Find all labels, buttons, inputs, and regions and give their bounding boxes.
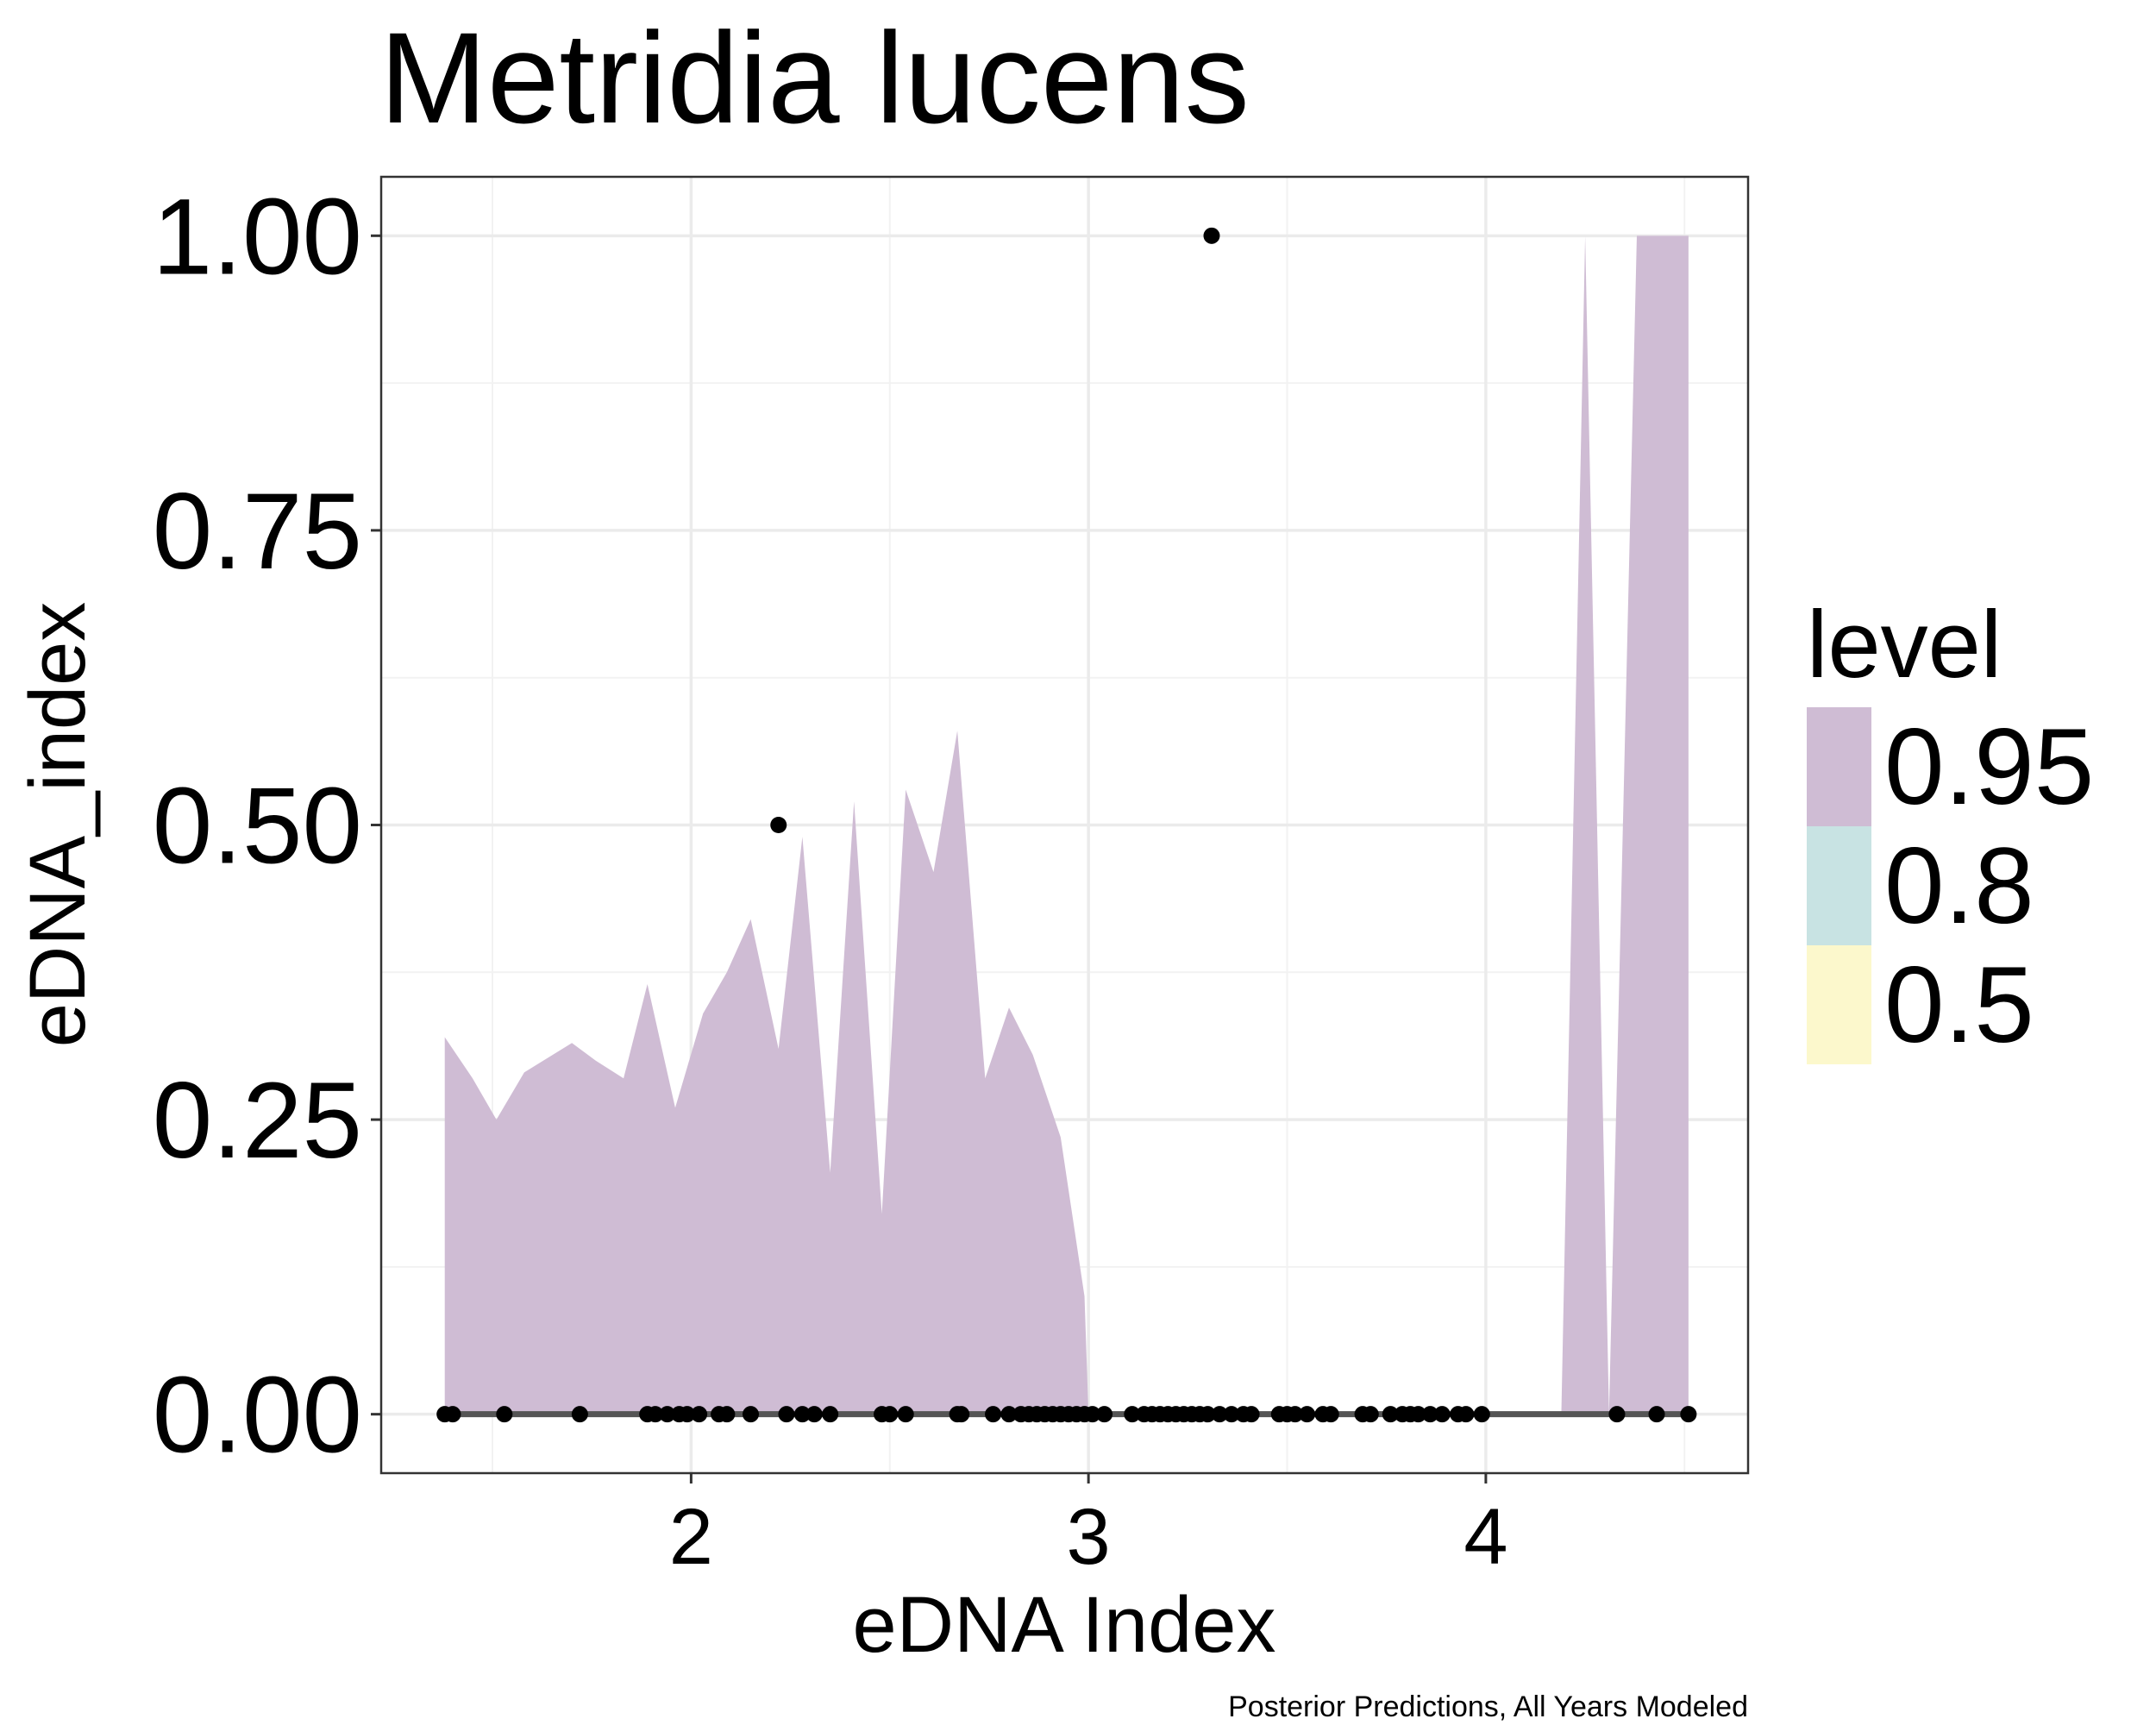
- data-point-5: [647, 1406, 664, 1423]
- data-point-9: [691, 1406, 708, 1423]
- data-point-22: [953, 1406, 970, 1423]
- data-point-11: [718, 1406, 736, 1423]
- x-axis-title: eDNA Index: [853, 1581, 1276, 1669]
- data-point-14: [778, 1406, 795, 1423]
- data-point-59: [1382, 1406, 1399, 1423]
- data-point-46: [1203, 227, 1220, 244]
- data-point-17: [822, 1406, 839, 1423]
- data-point-2: [496, 1406, 513, 1423]
- data-point-15: [793, 1406, 811, 1423]
- data-point-13: [770, 817, 787, 833]
- data-point-20: [897, 1406, 914, 1423]
- data-point-63: [1421, 1406, 1438, 1423]
- y-tick-label-4: 1.00: [153, 177, 362, 297]
- x-tick-label-0: 2: [669, 1493, 713, 1581]
- data-point-24: [1000, 1406, 1018, 1423]
- data-point-67: [1473, 1406, 1490, 1423]
- data-point-53: [1287, 1406, 1304, 1423]
- data-point-36: [1124, 1406, 1141, 1423]
- legend-swatch-1: [1807, 826, 1871, 945]
- chart-title: Metridia lucens: [379, 5, 1250, 150]
- x-tick-label-2: 4: [1463, 1493, 1507, 1581]
- y-tick-label-2: 0.50: [153, 767, 362, 887]
- legend-label-1: 0.8: [1884, 826, 2034, 946]
- data-point-1: [444, 1406, 461, 1423]
- legend-title: level: [1807, 592, 2002, 698]
- y-axis: 0.00 0.25 0.50 0.75 1.00: [153, 177, 381, 1476]
- data-point-50: [1243, 1406, 1260, 1423]
- y-tick-label-1: 0.25: [153, 1061, 362, 1181]
- data-point-48: [1223, 1406, 1240, 1423]
- data-point-45: [1199, 1406, 1216, 1423]
- data-point-68: [1608, 1406, 1626, 1423]
- x-axis: 2 3 4: [669, 1473, 1507, 1581]
- data-point-19: [881, 1406, 899, 1423]
- observed-points: [436, 227, 1697, 1423]
- interval-bands: [444, 235, 1689, 1414]
- data-point-35: [1096, 1406, 1113, 1423]
- data-point-66: [1457, 1406, 1475, 1423]
- data-point-47: [1211, 1406, 1228, 1423]
- data-point-70: [1680, 1406, 1697, 1423]
- data-point-6: [659, 1406, 676, 1423]
- data-point-23: [985, 1406, 1002, 1423]
- y-axis-title: eDNA_index: [14, 602, 102, 1048]
- data-point-12: [743, 1406, 760, 1423]
- data-point-16: [805, 1406, 823, 1423]
- data-point-54: [1299, 1406, 1316, 1423]
- y-tick-label-3: 0.75: [153, 472, 362, 592]
- data-point-69: [1648, 1406, 1665, 1423]
- data-point-62: [1410, 1406, 1427, 1423]
- data-point-58: [1362, 1406, 1379, 1423]
- y-tick-label-0: 0.00: [153, 1356, 362, 1476]
- legend-swatch-0: [1807, 707, 1871, 826]
- data-point-8: [679, 1406, 696, 1423]
- caption: Posterior Predictions, All Years Modeled: [1228, 1690, 1748, 1723]
- legend-label-0: 0.95: [1884, 707, 2094, 827]
- interval-095-left: [444, 731, 1089, 1414]
- data-point-56: [1322, 1406, 1339, 1423]
- interval-095-right: [1561, 235, 1689, 1414]
- x-tick-label-1: 3: [1067, 1493, 1111, 1581]
- data-point-3: [571, 1406, 588, 1423]
- data-point-64: [1433, 1406, 1451, 1423]
- legend-swatch-2: [1807, 945, 1871, 1064]
- data-point-34: [1084, 1406, 1101, 1423]
- legend-label-2: 0.5: [1884, 945, 2034, 1065]
